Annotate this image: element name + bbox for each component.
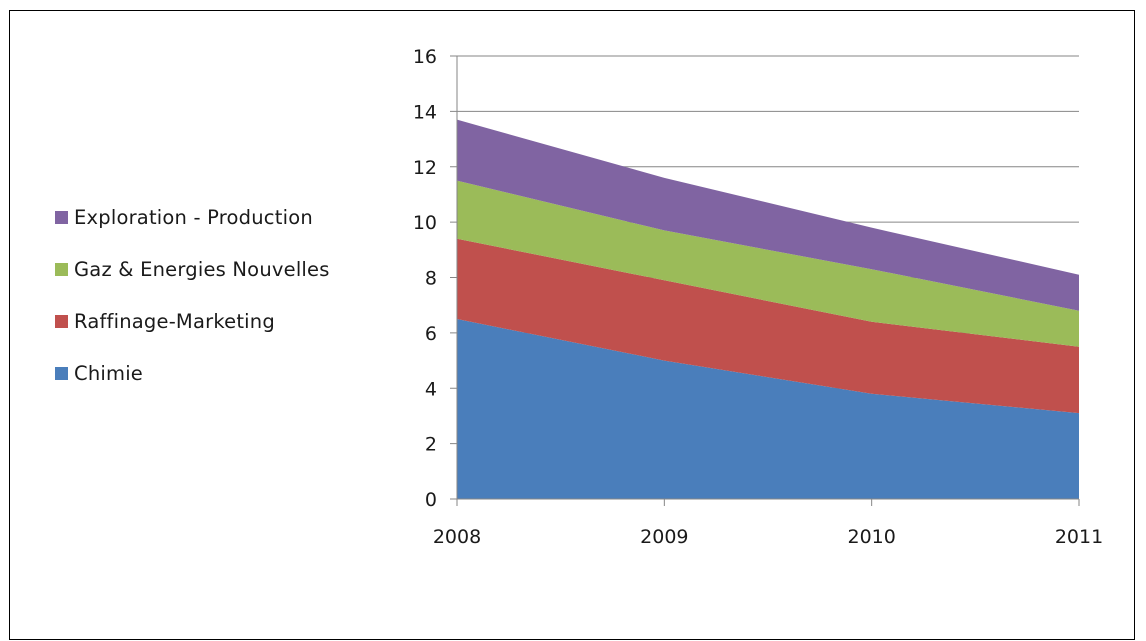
legend-swatch-gaz-energies-nouvelles: [55, 262, 68, 276]
area-chart: 0 2 4 6 8 10 12 14 16 2008 2009 2010 2011: [413, 46, 1103, 548]
stacked-areas: [457, 119, 1079, 499]
legend-swatch-chimie: [55, 366, 68, 380]
x-tick-label: 2008: [433, 526, 481, 548]
legend-item-raffinage-marketing: Raffinage-Marketing: [55, 308, 330, 334]
chart-frame: 0 2 4 6 8 10 12 14 16 2008 2009 2010 2011 Exploratio…: [9, 10, 1135, 640]
x-tick-label: 2009: [640, 526, 688, 548]
legend-label: Exploration - Production: [74, 205, 313, 229]
legend-swatch-exploration-production: [55, 210, 68, 224]
y-tick-label: 14: [413, 101, 437, 123]
y-tick-label: 6: [425, 323, 437, 345]
y-tick-label: 8: [425, 268, 437, 290]
y-tick-label: 2: [425, 434, 437, 456]
y-tick-label: 12: [413, 157, 437, 179]
area-chimie: [457, 319, 1079, 499]
y-tick-label: 10: [413, 212, 437, 234]
area-gaz-energies-nouvelles: [457, 180, 1079, 347]
legend-label: Gaz & Energies Nouvelles: [74, 257, 330, 281]
legend-item-chimie: Chimie: [55, 360, 330, 386]
axes: 0 2 4 6 8 10 12 14 16 2008 2009 2010 2011: [413, 46, 1103, 548]
legend-item-gaz-energies-nouvelles: Gaz & Energies Nouvelles: [55, 256, 330, 282]
legend-item-exploration-production: Exploration - Production: [55, 204, 330, 230]
y-tick-label: 16: [413, 46, 437, 68]
x-tick-label: 2010: [847, 526, 895, 548]
legend: Exploration - Production Gaz & Energies …: [55, 204, 330, 412]
legend-swatch-raffinage-marketing: [55, 314, 68, 328]
y-tick-label: 0: [425, 489, 437, 511]
area-exploration-production: [457, 119, 1079, 311]
legend-label: Raffinage-Marketing: [74, 309, 275, 333]
area-raffinage-marketing: [457, 238, 1079, 414]
x-tick-label: 2011: [1055, 526, 1103, 548]
y-tick-label: 4: [425, 378, 437, 400]
legend-label: Chimie: [74, 361, 144, 385]
